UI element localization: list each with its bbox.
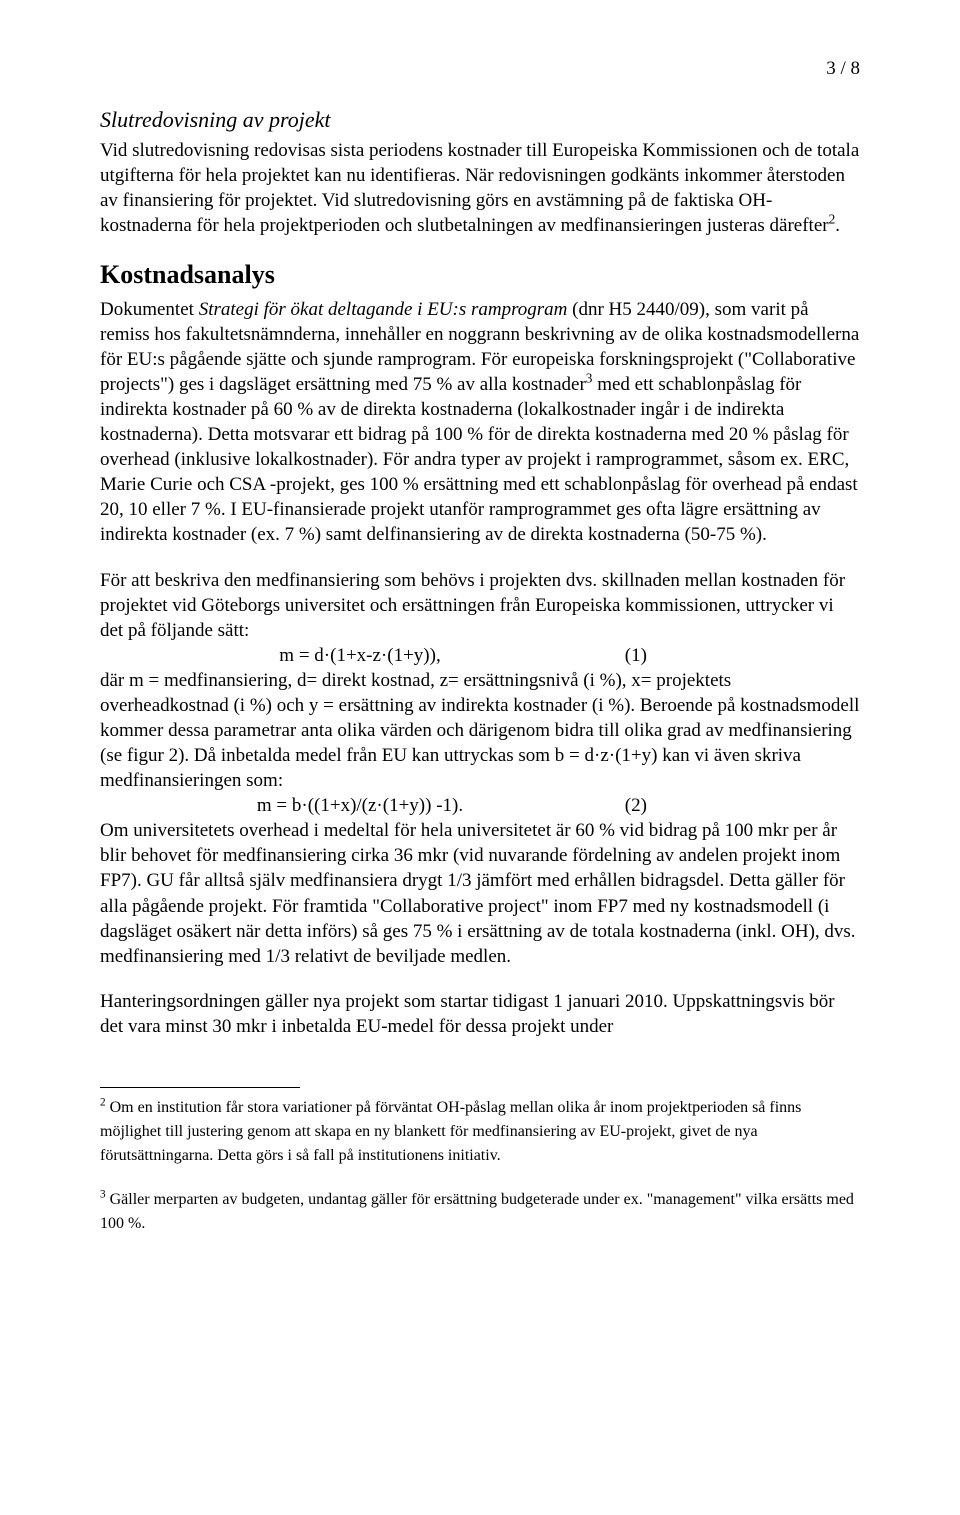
body-text: Vid slutredovisning redovisas sista peri…: [100, 140, 859, 236]
paragraph: Om universitetets overhead i medeltal fö…: [100, 818, 860, 968]
equation-1: m = d·(1+x-z·(1+y)),: [100, 643, 620, 668]
footnote-text: Om en institution får stora variationer …: [100, 1099, 801, 1164]
paragraph: För att beskriva den medfinansiering som…: [100, 568, 860, 643]
equation-1-number: (1): [625, 643, 705, 668]
footnote-text: Gäller merparten av budgeten, undantag g…: [100, 1191, 854, 1232]
paragraph: Hanteringsordningen gäller nya projekt s…: [100, 989, 860, 1039]
body-text: .: [835, 215, 840, 236]
equation-2: m = b·((1+x)/(z·(1+y)) -1).: [100, 793, 620, 818]
footnote-3: 3 Gäller merparten av budgeten, undantag…: [100, 1188, 860, 1236]
paragraph: Dokumentet Strategi för ökat deltagande …: [100, 297, 860, 548]
footnote-2: 2 Om en institution får stora variatione…: [100, 1096, 860, 1168]
equation-line-1: m = d·(1+x-z·(1+y)), (1): [100, 643, 860, 668]
document-title-italic: Strategi för ökat deltagande i EU:s ramp…: [199, 299, 568, 320]
section-heading-kostnadsanalys: Kostnadsanalys: [100, 258, 860, 292]
page-number: 3 / 8: [100, 56, 860, 81]
footnote-separator: [100, 1087, 300, 1088]
paragraph: Vid slutredovisning redovisas sista peri…: [100, 138, 860, 238]
body-text: För att beskriva den medfinansiering som…: [100, 570, 845, 641]
document-page: 3 / 8 Slutredovisning av projekt Vid slu…: [0, 0, 960, 1312]
equation-line-2: m = b·((1+x)/(z·(1+y)) -1). (2): [100, 793, 860, 818]
body-text: där m = medfinansiering, d= direkt kostn…: [100, 670, 859, 791]
section-heading-slutredovisning: Slutredovisning av projekt: [100, 105, 860, 134]
body-text: Dokumentet: [100, 299, 199, 320]
equation-2-number: (2): [625, 793, 705, 818]
body-text: med ett schablonpåslag för indirekta kos…: [100, 374, 858, 545]
paragraph: där m = medfinansiering, d= direkt kostn…: [100, 668, 860, 793]
body-text: Om universitetets overhead i medeltal fö…: [100, 820, 856, 966]
body-text: Hanteringsordningen gäller nya projekt s…: [100, 991, 835, 1037]
